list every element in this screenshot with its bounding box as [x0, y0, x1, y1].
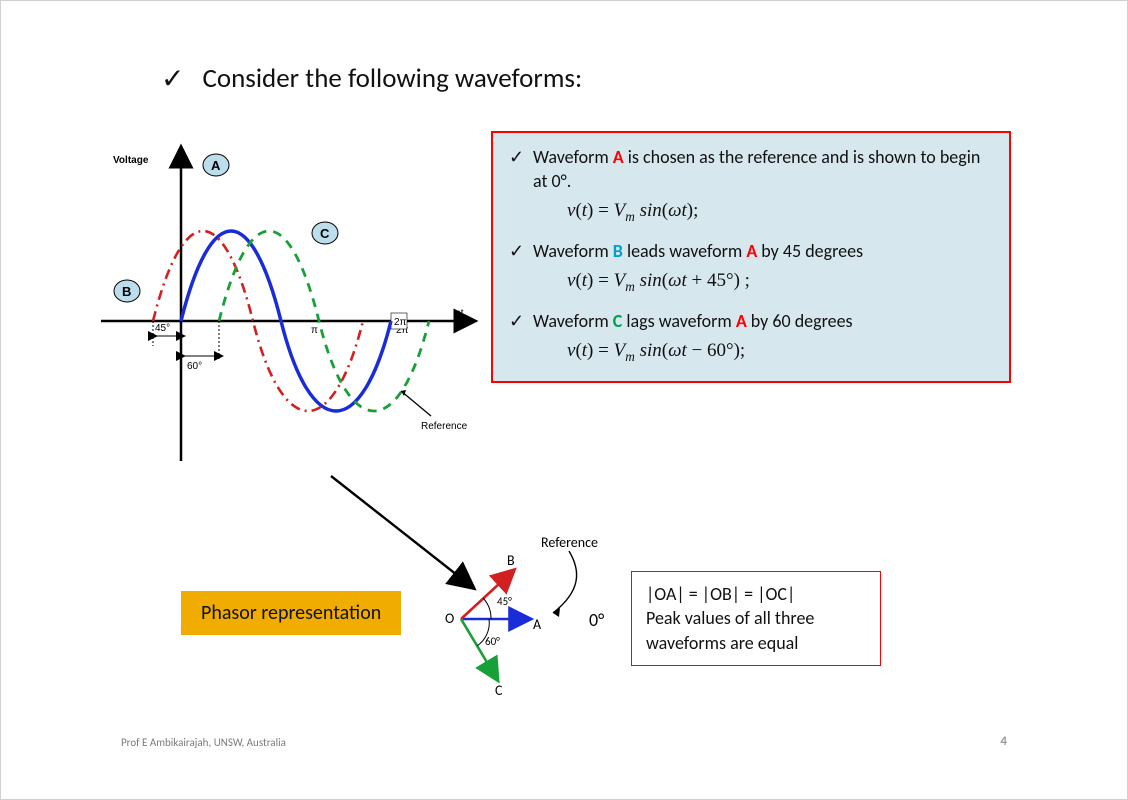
svg-text:A: A: [211, 158, 221, 173]
check-icon: ✓: [509, 239, 524, 263]
svg-text:C: C: [320, 226, 330, 241]
x-axis-label: ωt: [453, 308, 464, 319]
slide-container: ✓ Consider the following waveforms: Volt…: [1, 1, 1127, 799]
badge-A: A: [203, 154, 229, 176]
equation-C: v(t) = Vm sin(ωt − 60°);: [567, 338, 993, 366]
info-box: ✓ Waveform A is chosen as the reference …: [491, 131, 1011, 383]
info-text: Waveform A is chosen as the reference an…: [533, 146, 980, 192]
check-icon: ✓: [509, 309, 524, 333]
phasor-diagram: O A B C 45° 60° Reference 0°: [441, 531, 631, 721]
badge-C: C: [312, 222, 338, 244]
x-tick-pi: π: [311, 325, 318, 336]
check-icon: ✓: [509, 145, 524, 169]
vector-label-C: C: [495, 682, 503, 699]
badge-B: B: [114, 280, 140, 302]
phasor-label: Phasor representation: [181, 591, 401, 635]
info-text: Waveform B leads waveform A by 45 degree…: [533, 240, 863, 262]
heading-text: Consider the following waveforms:: [202, 62, 582, 95]
angle-45: 45°: [497, 595, 512, 608]
svg-text:2π: 2π: [394, 317, 407, 328]
info-item-B: ✓ Waveform B leads waveform A by 45 degr…: [509, 239, 993, 295]
reference-label: Reference: [421, 421, 468, 432]
reference-label-2: Reference: [541, 534, 598, 551]
equation-A: v(t) = Vm sin(ωt);: [567, 198, 993, 226]
vector-label-A: A: [533, 616, 542, 633]
mag-line1: |OA| = |OB| = |OC|: [646, 582, 866, 606]
origin-label: O: [445, 610, 454, 627]
slide-heading: ✓ Consider the following waveforms:: [161, 61, 1017, 96]
equation-B: v(t) = Vm sin(ωt + 45°) ;: [567, 268, 993, 296]
footer-left: Prof E Ambikairajah, UNSW, Australia: [121, 736, 286, 749]
info-item-A: ✓ Waveform A is chosen as the reference …: [509, 145, 993, 225]
zero-deg-label: 0°: [589, 609, 604, 631]
mag-line2: Peak values of all three waveforms are e…: [646, 606, 866, 655]
phase-60: 60°: [187, 361, 202, 372]
check-icon: ✓: [161, 61, 184, 96]
page-number: 4: [1000, 734, 1007, 749]
svg-text:B: B: [122, 284, 131, 299]
y-axis-label: Voltage: [113, 155, 149, 166]
info-text: Waveform C lags waveform A by 60 degrees: [533, 310, 853, 332]
phase-45: 45°: [155, 323, 170, 334]
info-item-C: ✓ Waveform C lags waveform A by 60 degre…: [509, 309, 993, 365]
magnitude-box: |OA| = |OB| = |OC| Peak values of all th…: [631, 571, 881, 666]
angle-60: 60°: [485, 635, 500, 648]
waveform-chart: Voltage ωt π 2π 2π 45° 60° A: [101, 141, 481, 481]
vector-label-B: B: [507, 552, 515, 569]
